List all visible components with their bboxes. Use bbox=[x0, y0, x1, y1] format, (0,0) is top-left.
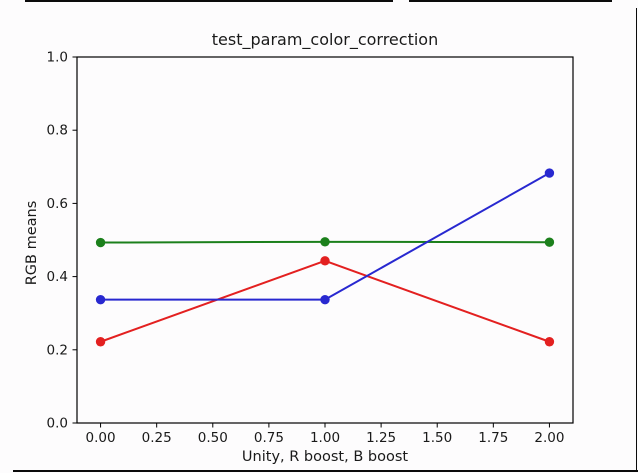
y-axis-label: RGB means bbox=[24, 200, 40, 286]
x-tick-label: 2.00 bbox=[534, 430, 564, 446]
x-tick-label: 0.25 bbox=[142, 430, 172, 446]
video-border-top-left bbox=[25, 0, 393, 2]
red-marker bbox=[95, 337, 106, 347]
x-tick-label: 1.75 bbox=[478, 430, 508, 446]
blue-line bbox=[99, 172, 551, 301]
y-tick-label: 0.8 bbox=[47, 123, 68, 139]
video-border-bottom bbox=[13, 469, 638, 472]
axes-frame bbox=[76, 56, 574, 424]
video-border-top-right bbox=[409, 0, 612, 2]
y-tick-label: 0.6 bbox=[47, 196, 68, 212]
red-marker bbox=[544, 337, 555, 347]
x-tick-label: 1.50 bbox=[422, 430, 452, 446]
chart-title: test_param_color_correction bbox=[211, 30, 439, 49]
red-marker bbox=[320, 256, 330, 266]
blue-marker bbox=[95, 294, 106, 305]
x-tick-label: 0.50 bbox=[198, 430, 228, 446]
x-tick-label: 1.00 bbox=[310, 430, 340, 446]
green-marker bbox=[320, 237, 330, 247]
blue-marker bbox=[544, 168, 555, 178]
y-tick-label: 1.0 bbox=[47, 50, 68, 66]
blue-marker bbox=[320, 294, 330, 305]
video-border-right bbox=[635, 8, 638, 471]
green-marker bbox=[544, 237, 555, 247]
x-axis-label: Unity, R boost, B boost bbox=[241, 449, 409, 465]
x-tick-label: 1.25 bbox=[366, 430, 396, 446]
x-tick-label: 0.00 bbox=[86, 430, 116, 446]
y-tick-label: 0.0 bbox=[47, 416, 68, 432]
green-marker bbox=[95, 237, 106, 248]
x-tick-label: 0.75 bbox=[254, 430, 284, 446]
y-tick-label: 0.2 bbox=[47, 342, 68, 358]
y-tick-label: 0.4 bbox=[47, 269, 68, 285]
